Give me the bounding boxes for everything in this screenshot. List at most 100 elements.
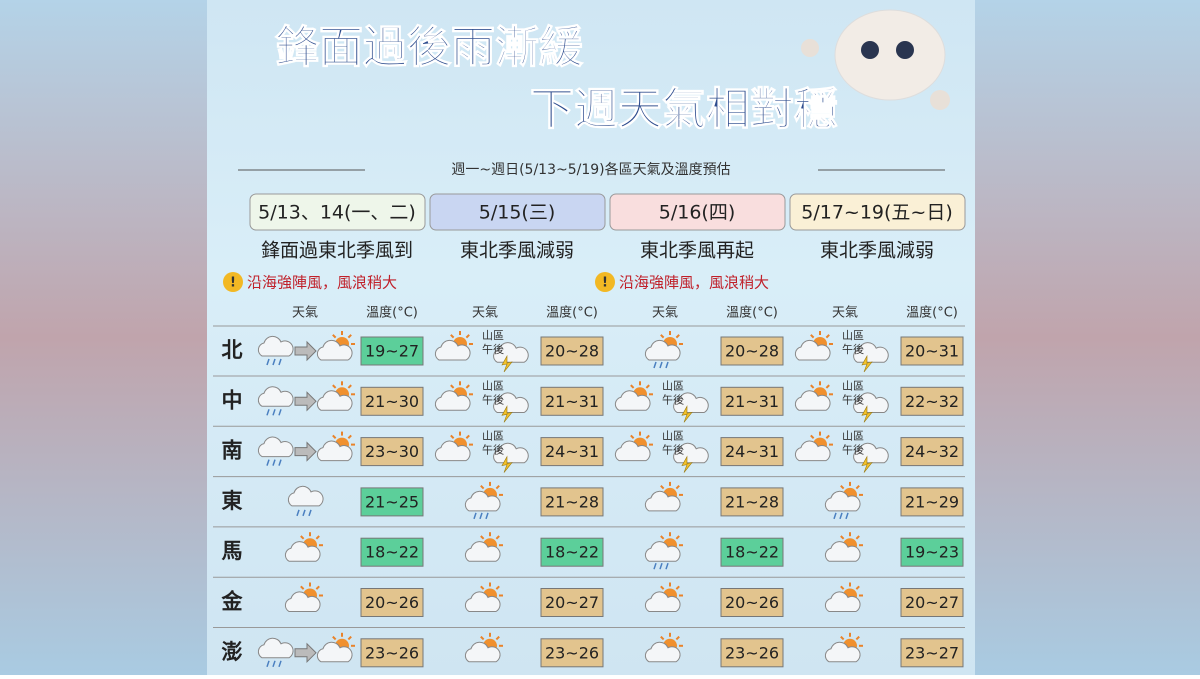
temperature: 23~26 <box>365 643 419 662</box>
raindrop <box>266 358 270 366</box>
temperature: 24~31 <box>545 442 599 461</box>
weather-icon <box>614 431 709 473</box>
cloud <box>794 440 831 462</box>
temperature: 21~29 <box>905 492 959 511</box>
period-description: 東北季風減弱 <box>820 240 934 262</box>
column-label: 天氣 <box>652 306 678 321</box>
temperature: 21~25 <box>365 492 419 511</box>
temperature: 19~27 <box>365 342 419 361</box>
raindrop <box>653 562 657 570</box>
weather-note: 午後 <box>482 392 504 406</box>
sun-ray <box>332 434 337 439</box>
sun-ray <box>855 535 860 540</box>
temperature: 21~28 <box>545 492 599 511</box>
temp-box <box>720 386 784 416</box>
arrow <box>294 340 317 362</box>
weather-icon <box>794 431 889 473</box>
sun-ray <box>332 334 337 339</box>
weather-icon <box>794 381 889 423</box>
weather-note: 午後 <box>482 342 504 356</box>
weather-icon <box>824 481 863 520</box>
sun-ray <box>315 535 320 540</box>
sun-ray <box>675 535 680 540</box>
temp-box <box>720 487 784 517</box>
raindrop <box>272 409 276 416</box>
weather-note: 山區 <box>662 379 684 392</box>
temp-box <box>540 588 604 617</box>
arrow <box>294 391 317 412</box>
sun-ray <box>480 635 485 641</box>
cloud <box>316 440 353 462</box>
date-label: 5/16(四) <box>659 202 736 224</box>
cloud <box>673 392 709 413</box>
raindrop <box>833 512 837 520</box>
weather-icon <box>644 582 683 612</box>
temp-box <box>720 638 784 668</box>
sun-ray <box>675 635 680 641</box>
period-description: 東北季風再起 <box>640 240 754 262</box>
weather-icon <box>644 481 683 512</box>
temp-box <box>360 336 424 366</box>
weather-note: 山區 <box>842 329 864 342</box>
raindrop <box>278 409 282 416</box>
weather-icon <box>257 331 355 366</box>
sun-ray <box>810 384 815 389</box>
date-pill <box>609 193 786 231</box>
weather-icon <box>464 582 503 612</box>
region: 東 <box>222 489 243 513</box>
lightning <box>501 405 513 423</box>
region: 中 <box>222 388 243 412</box>
sun-ray <box>660 585 665 590</box>
temp-box <box>900 537 964 567</box>
temperature: 20~28 <box>545 342 599 361</box>
cloud <box>257 335 294 357</box>
cloud <box>316 390 353 411</box>
cloud <box>644 591 681 612</box>
weather-icon <box>794 331 889 373</box>
weather-icon <box>284 582 323 612</box>
weather-icon <box>257 381 355 416</box>
sun-ray <box>840 635 845 641</box>
raindrop <box>296 509 300 517</box>
weather-note: 午後 <box>662 392 684 406</box>
cloud <box>464 591 501 612</box>
cloud <box>493 392 529 413</box>
temp-box <box>540 487 604 517</box>
sun-ray <box>660 334 665 339</box>
sun-ray <box>630 384 635 389</box>
temperature: 19~23 <box>905 543 959 562</box>
raindrop <box>665 361 669 369</box>
mascot <box>801 9 950 110</box>
sun-ray <box>855 485 860 490</box>
sun-ray <box>480 535 485 540</box>
cloud <box>824 490 861 512</box>
sun-ray <box>347 384 352 389</box>
cloud <box>644 641 681 663</box>
cloud <box>644 490 681 512</box>
temperature: 24~31 <box>725 442 779 461</box>
weather-note: 山區 <box>842 430 864 443</box>
weather-note: 午後 <box>482 443 504 457</box>
sun-ray <box>840 585 845 590</box>
weather-icon <box>464 481 503 520</box>
raindrop <box>839 512 843 520</box>
temperature: 21~28 <box>725 492 779 511</box>
temperature: 20~26 <box>725 593 779 612</box>
sun-ray <box>465 334 470 339</box>
temp-box <box>540 336 604 366</box>
sun-ray <box>450 334 455 339</box>
column-label: 溫度(°C) <box>726 305 778 321</box>
cloud <box>673 442 709 464</box>
lightning <box>501 455 513 473</box>
warning-mark: ! <box>602 276 608 291</box>
raindrop <box>653 361 657 369</box>
cloud <box>493 342 529 363</box>
cloud <box>824 641 861 663</box>
raindrop <box>266 660 270 668</box>
sun-ray <box>480 585 485 590</box>
sun-ray <box>660 535 665 540</box>
subtitle: 週一~週日(5/13~5/19)各區天氣及溫度預估 <box>451 162 730 178</box>
column-label: 溫度(°C) <box>546 305 598 321</box>
cloud <box>614 390 651 411</box>
